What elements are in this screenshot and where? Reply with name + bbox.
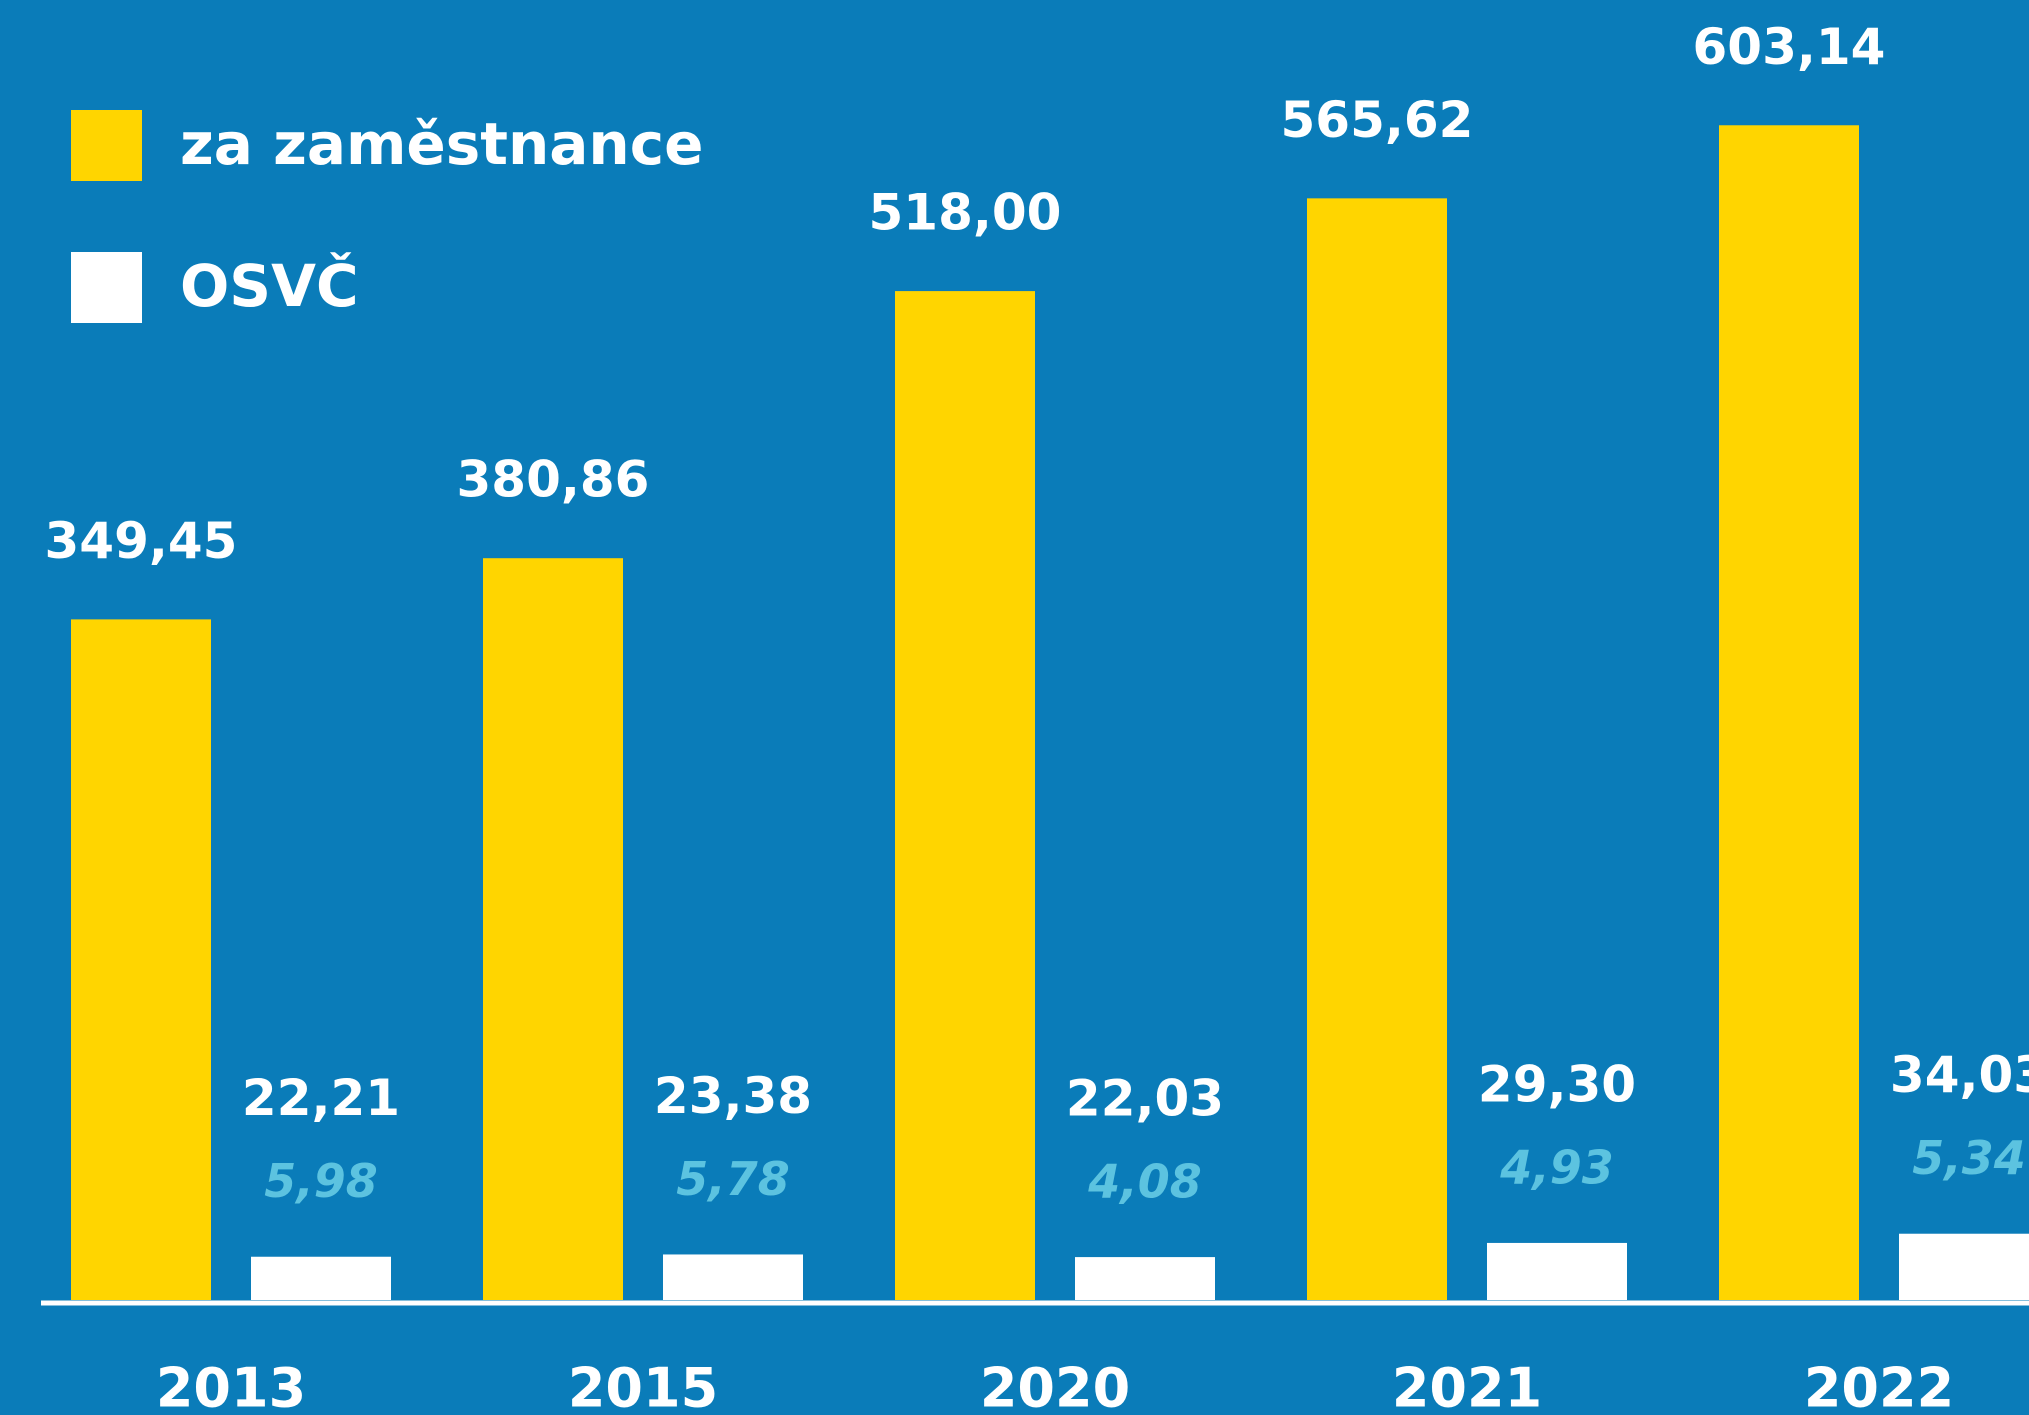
value-label: 23,38	[654, 1067, 812, 1125]
value-label: 603,14	[1693, 18, 1886, 76]
value-label: 29,30	[1478, 1055, 1636, 1113]
value-label: 22,03	[1066, 1070, 1224, 1128]
x-tick-label: 2021	[1392, 1357, 1542, 1415]
sub-label: 5,78	[676, 1152, 790, 1206]
value-label: 380,86	[457, 451, 650, 509]
x-tick-label: 2013	[156, 1357, 306, 1415]
sub-label: 5,98	[264, 1154, 378, 1208]
value-label: 518,00	[869, 184, 1062, 242]
bar	[251, 1256, 391, 1300]
bar	[71, 619, 211, 1300]
bar	[895, 291, 1035, 1300]
bar	[1487, 1242, 1627, 1300]
bar	[1899, 1233, 2029, 1300]
x-tick-label: 2015	[568, 1357, 718, 1415]
bar	[483, 558, 623, 1300]
value-label: 34,03	[1890, 1046, 2029, 1104]
bar	[1307, 198, 1447, 1300]
x-tick-label: 2020	[980, 1357, 1130, 1415]
bar	[1719, 125, 1859, 1301]
bar	[1075, 1257, 1215, 1300]
legend-swatch	[71, 252, 142, 323]
bar	[663, 1254, 803, 1300]
legend-label: za zaměstnance	[180, 110, 703, 178]
legend-label: OSVČ	[180, 251, 359, 320]
value-label: 565,62	[1281, 91, 1474, 149]
value-label: 349,45	[45, 512, 238, 570]
value-label: 22,21	[242, 1069, 400, 1127]
x-tick-label: 2022	[1804, 1357, 1954, 1415]
sub-label: 4,93	[1499, 1140, 1614, 1194]
legend-swatch	[71, 110, 142, 181]
sub-label: 4,08	[1087, 1155, 1202, 1209]
sub-label: 5,34	[1912, 1131, 2026, 1185]
